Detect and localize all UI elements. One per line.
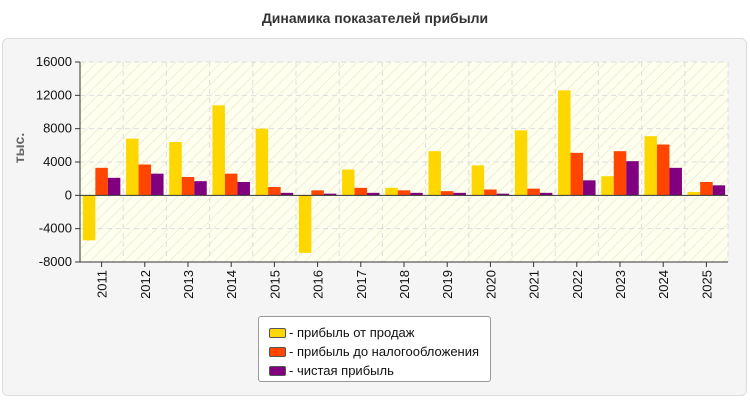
bar — [212, 105, 225, 196]
x-tick-label: 2014 — [224, 270, 239, 299]
bar — [367, 192, 380, 196]
bar — [539, 192, 553, 196]
x-tick-label: 2012 — [138, 270, 153, 299]
bar — [514, 130, 528, 196]
bar — [558, 90, 571, 196]
bar — [354, 187, 368, 196]
bar — [107, 177, 121, 196]
bar — [496, 193, 510, 196]
bar — [280, 192, 294, 196]
x-tick-label: 2015 — [267, 270, 282, 299]
legend-item: - прибыль до налогообложения — [269, 342, 490, 361]
y-tick-label: 12000 — [36, 87, 72, 102]
bar — [237, 182, 250, 196]
legend-item: - прибыль от продаж — [269, 323, 490, 342]
x-tick-label: 2020 — [483, 270, 498, 299]
legend-swatch — [269, 346, 286, 357]
bar — [323, 193, 337, 196]
bar — [527, 188, 540, 196]
bar — [700, 182, 713, 196]
bar — [342, 169, 355, 196]
bar — [298, 195, 312, 253]
x-tick-label: 2013 — [181, 270, 196, 299]
legend-swatch — [269, 365, 286, 376]
x-tick-label: 2023 — [613, 270, 628, 299]
bar — [626, 161, 639, 196]
legend-swatch — [269, 327, 286, 338]
legend: - прибыль от продаж - прибыль до налогоо… — [258, 316, 491, 382]
bar — [255, 128, 269, 196]
bar — [471, 165, 485, 196]
bar — [397, 190, 411, 196]
chart-title: Динамика показателей прибыли — [261, 10, 489, 26]
y-tick-label: 4000 — [43, 154, 72, 169]
axes: 16000 12000 8000 4000 0 -4000 -8000 2011 2012 201… — [36, 54, 728, 299]
bar — [570, 152, 584, 196]
bar — [656, 144, 670, 196]
y-tick-label: 16000 — [36, 54, 72, 69]
x-tick-label: 2016 — [311, 270, 326, 299]
y-tick-label: 8000 — [43, 121, 72, 136]
bar — [440, 191, 454, 196]
bar — [82, 195, 96, 241]
bar — [613, 151, 627, 196]
bar — [169, 142, 182, 196]
x-tick-label: 2018 — [397, 270, 412, 299]
bar — [644, 136, 657, 196]
bar — [95, 167, 108, 196]
legend-label: - чистая прибыль — [289, 363, 394, 378]
bar — [669, 167, 682, 196]
bar — [428, 151, 441, 196]
y-tick-label: 0 — [65, 187, 72, 202]
legend-label: - прибыль от продаж — [289, 325, 415, 340]
bar — [181, 177, 195, 196]
bar — [687, 192, 701, 196]
bar — [194, 181, 207, 196]
bar — [151, 173, 164, 196]
legend-item: - чистая прибыль — [269, 361, 490, 380]
x-tick-label: 2017 — [354, 270, 369, 299]
bar — [385, 187, 398, 196]
x-tick-label: 2011 — [95, 270, 110, 298]
bar — [126, 138, 139, 196]
bar — [712, 185, 726, 196]
bar — [601, 176, 614, 196]
x-tick-label: 2024 — [656, 270, 671, 299]
bar — [453, 192, 466, 196]
bar — [484, 189, 497, 196]
x-tick-label: 2025 — [699, 270, 714, 299]
x-tick-label: 2022 — [570, 270, 585, 299]
bar — [138, 164, 152, 196]
bar — [583, 180, 596, 196]
bar — [268, 187, 281, 196]
x-tick-label: 2021 — [527, 270, 542, 299]
y-tick-label: -4000 — [39, 221, 72, 236]
x-tick-label: 2019 — [440, 270, 455, 299]
bar — [224, 173, 238, 196]
y-tick-label: -8000 — [39, 254, 72, 269]
bars — [82, 90, 726, 253]
legend-label: - прибыль до налогообложения — [289, 344, 480, 359]
bar — [311, 190, 324, 196]
bar — [410, 192, 423, 196]
y-axis-label: тыс. — [11, 133, 27, 164]
